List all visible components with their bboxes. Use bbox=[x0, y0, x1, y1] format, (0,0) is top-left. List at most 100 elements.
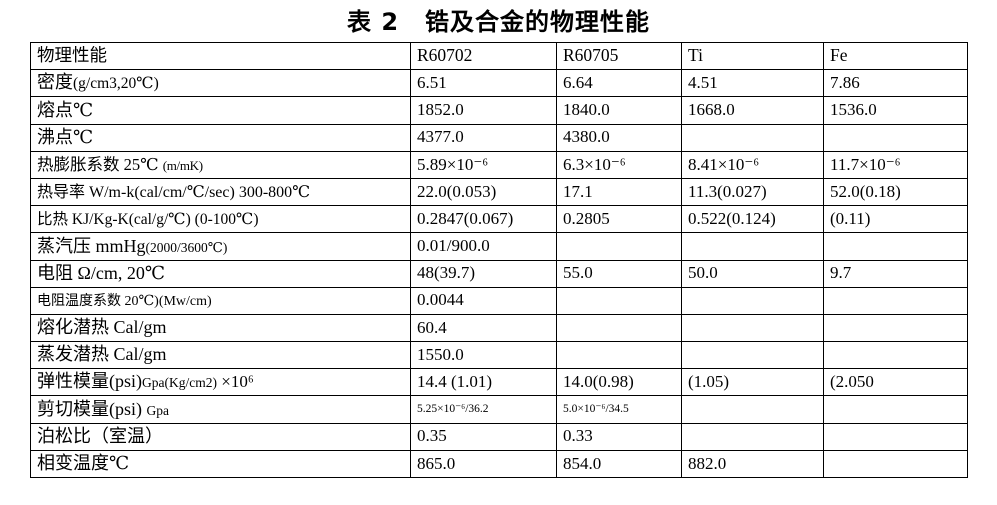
table-row-specific-heat: 比热 KJ/Kg-K(cal/g/℃) (0-100℃) 0.2847(0.06… bbox=[30, 205, 968, 234]
value-cell-r60702: 4377.0 bbox=[410, 123, 557, 152]
value-cell-r60702: 0.0044 bbox=[410, 286, 557, 315]
value-cell-ti bbox=[681, 232, 824, 261]
value-cell-r60702: 0.01/900.0 bbox=[410, 232, 557, 261]
table-row-latent-heat-fusion: 熔化潜热 Cal/gm 60.4 bbox=[30, 313, 968, 343]
value-cell-fe bbox=[823, 123, 968, 152]
property-name-cell: 电阻 Ω/cm, 20℃ bbox=[30, 259, 411, 288]
property-name-cell: 热膨胀系数 25℃ (m/mK) bbox=[30, 150, 411, 179]
table-row-vapor-pressure: 蒸汽压 mmHg(2000/3600℃) 0.01/900.0 bbox=[30, 232, 968, 261]
value-cell-r60702: 5.89×10⁻⁶ bbox=[410, 150, 557, 179]
value-cell-fe: 11.7×10⁻⁶ bbox=[823, 150, 968, 179]
table-row-elastic-modulus: 弹性模量(psi)Gpa(Kg/cm2) ×10⁶ 14.4 (1.01) 14… bbox=[30, 368, 968, 397]
header-row: 物理性能 R60702 R60705 Ti Fe bbox=[30, 41, 968, 71]
physical-properties-table: 物理性能 R60702 R60705 Ti Fe 密度(g/cm3,20℃) 6… bbox=[30, 41, 968, 479]
value-cell-ti bbox=[681, 422, 824, 451]
value-cell-r60702: 6.51 bbox=[410, 69, 557, 98]
property-name-cell: 蒸发潜热 Cal/gm bbox=[30, 341, 411, 370]
value-cell-fe bbox=[823, 449, 968, 479]
table-row-latent-heat-evaporation: 蒸发潜热 Cal/gm 1550.0 bbox=[30, 341, 968, 370]
property-name-cell: 蒸汽压 mmHg(2000/3600℃) bbox=[30, 232, 411, 261]
column-header-fe: Fe bbox=[823, 41, 968, 71]
value-cell-fe: 52.0(0.18) bbox=[823, 177, 968, 207]
value-cell-r60702: 60.4 bbox=[410, 313, 557, 343]
table-row-poisson-ratio: 泊松比（室温） 0.35 0.33 bbox=[30, 422, 968, 451]
table-row-thermal-conductivity: 热导率 W/m-k(cal/cm/℃/sec) 300-800℃ 22.0(0.… bbox=[30, 177, 968, 207]
table-title-text: 锆及合金的物理性能 bbox=[425, 8, 651, 36]
property-name-cell: 熔化潜热 Cal/gm bbox=[30, 313, 411, 343]
value-cell-r60705: 6.64 bbox=[556, 69, 682, 98]
value-cell-r60705: 0.2805 bbox=[556, 205, 682, 234]
property-name-cell: 剪切模量(psi) Gpa bbox=[30, 395, 411, 424]
value-cell-fe bbox=[823, 232, 968, 261]
value-cell-r60702: 14.4 (1.01) bbox=[410, 368, 557, 397]
table-row-resistance-temp-coefficient: 电阻温度系数 20℃)(Mw/cm) 0.0044 bbox=[30, 286, 968, 315]
value-cell-r60705 bbox=[556, 232, 682, 261]
value-cell-r60705: 4380.0 bbox=[556, 123, 682, 152]
value-cell-fe: (2.050 bbox=[823, 368, 968, 397]
value-cell-ti: 4.51 bbox=[681, 69, 824, 98]
value-cell-ti: 8.41×10⁻⁶ bbox=[681, 150, 824, 179]
value-cell-fe bbox=[823, 422, 968, 451]
value-cell-fe bbox=[823, 313, 968, 343]
value-cell-r60705 bbox=[556, 341, 682, 370]
property-name-cell: 热导率 W/m-k(cal/cm/℃/sec) 300-800℃ bbox=[30, 177, 411, 207]
property-name-cell: 泊松比（室温） bbox=[30, 422, 411, 451]
value-cell-ti: 50.0 bbox=[681, 259, 824, 288]
table-row-shear-modulus: 剪切模量(psi) Gpa 5.25×10⁻⁶/36.2 5.0×10⁻⁶/34… bbox=[30, 395, 968, 424]
value-cell-r60702: 0.2847(0.067) bbox=[410, 205, 557, 234]
table-row-thermal-expansion: 热膨胀系数 25℃ (m/mK) 5.89×10⁻⁶ 6.3×10⁻⁶ 8.41… bbox=[30, 150, 968, 179]
value-cell-r60705: 14.0(0.98) bbox=[556, 368, 682, 397]
value-cell-r60705 bbox=[556, 313, 682, 343]
page-title: 表 2 锆及合金的物理性能 bbox=[0, 0, 997, 37]
property-name-cell: 比热 KJ/Kg-K(cal/g/℃) (0-100℃) bbox=[30, 205, 411, 234]
property-name-cell: 弹性模量(psi)Gpa(Kg/cm2) ×10⁶ bbox=[30, 368, 411, 397]
value-cell-ti: 1668.0 bbox=[681, 96, 824, 125]
value-cell-r60702: 48(39.7) bbox=[410, 259, 557, 288]
table-row-phase-transition-temp: 相变温度℃ 865.0 854.0 882.0 bbox=[30, 449, 968, 479]
value-cell-r60705: 6.3×10⁻⁶ bbox=[556, 150, 682, 179]
value-cell-r60705: 1840.0 bbox=[556, 96, 682, 125]
value-cell-ti bbox=[681, 123, 824, 152]
value-cell-ti: 882.0 bbox=[681, 449, 824, 479]
value-cell-fe bbox=[823, 341, 968, 370]
value-cell-r60702: 0.35 bbox=[410, 422, 557, 451]
value-cell-r60702: 5.25×10⁻⁶/36.2 bbox=[410, 395, 557, 424]
table-row-boiling-point: 沸点℃ 4377.0 4380.0 bbox=[30, 123, 968, 152]
table-row-density: 密度(g/cm3,20℃) 6.51 6.64 4.51 7.86 bbox=[30, 69, 968, 98]
value-cell-fe bbox=[823, 395, 968, 424]
value-cell-r60705: 55.0 bbox=[556, 259, 682, 288]
value-cell-r60705: 0.33 bbox=[556, 422, 682, 451]
value-cell-r60705: 854.0 bbox=[556, 449, 682, 479]
table-number-label: 表 2 bbox=[346, 8, 400, 36]
value-cell-ti bbox=[681, 341, 824, 370]
value-cell-fe: 1536.0 bbox=[823, 96, 968, 125]
value-cell-r60705: 17.1 bbox=[556, 177, 682, 207]
property-name-cell: 沸点℃ bbox=[30, 123, 411, 152]
column-header-property: 物理性能 bbox=[30, 41, 411, 71]
value-cell-r60702: 1852.0 bbox=[410, 96, 557, 125]
value-cell-ti bbox=[681, 313, 824, 343]
column-header-r60702: R60702 bbox=[410, 41, 557, 71]
table-row-resistivity: 电阻 Ω/cm, 20℃ 48(39.7) 55.0 50.0 9.7 bbox=[30, 259, 968, 288]
value-cell-r60702: 22.0(0.053) bbox=[410, 177, 557, 207]
value-cell-ti: (1.05) bbox=[681, 368, 824, 397]
value-cell-fe bbox=[823, 286, 968, 315]
value-cell-r60702: 865.0 bbox=[410, 449, 557, 479]
value-cell-ti: 0.522(0.124) bbox=[681, 205, 824, 234]
column-header-r60705: R60705 bbox=[556, 41, 682, 71]
value-cell-fe: (0.11) bbox=[823, 205, 968, 234]
property-name-cell: 相变温度℃ bbox=[30, 449, 411, 479]
value-cell-ti bbox=[681, 286, 824, 315]
table-row-melting-point: 熔点℃ 1852.0 1840.0 1668.0 1536.0 bbox=[30, 96, 968, 125]
property-name-cell: 熔点℃ bbox=[30, 96, 411, 125]
value-cell-r60705 bbox=[556, 286, 682, 315]
value-cell-ti bbox=[681, 395, 824, 424]
value-cell-ti: 11.3(0.027) bbox=[681, 177, 824, 207]
value-cell-r60705: 5.0×10⁻⁶/34.5 bbox=[556, 395, 682, 424]
value-cell-fe: 9.7 bbox=[823, 259, 968, 288]
column-header-ti: Ti bbox=[681, 41, 824, 71]
property-name-cell: 密度(g/cm3,20℃) bbox=[30, 69, 411, 98]
value-cell-r60702: 1550.0 bbox=[410, 341, 557, 370]
value-cell-fe: 7.86 bbox=[823, 69, 968, 98]
property-name-cell: 电阻温度系数 20℃)(Mw/cm) bbox=[30, 286, 411, 315]
